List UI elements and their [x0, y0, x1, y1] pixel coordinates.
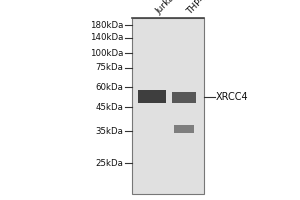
- Text: XRCC4: XRCC4: [216, 92, 249, 102]
- Bar: [172, 92, 196, 102]
- Bar: [174, 125, 194, 133]
- Text: 100kDa: 100kDa: [90, 48, 123, 58]
- Bar: [139, 90, 166, 103]
- Text: 75kDa: 75kDa: [95, 64, 123, 72]
- Text: 180kDa: 180kDa: [90, 21, 123, 29]
- Text: 60kDa: 60kDa: [95, 83, 123, 92]
- Bar: [132, 18, 204, 194]
- Text: THP-1: THP-1: [185, 0, 210, 16]
- Text: 140kDa: 140kDa: [90, 33, 123, 43]
- Text: 35kDa: 35kDa: [95, 127, 123, 136]
- Text: 25kDa: 25kDa: [95, 158, 123, 168]
- Text: 45kDa: 45kDa: [95, 102, 123, 112]
- Text: Jurkat: Jurkat: [154, 0, 179, 16]
